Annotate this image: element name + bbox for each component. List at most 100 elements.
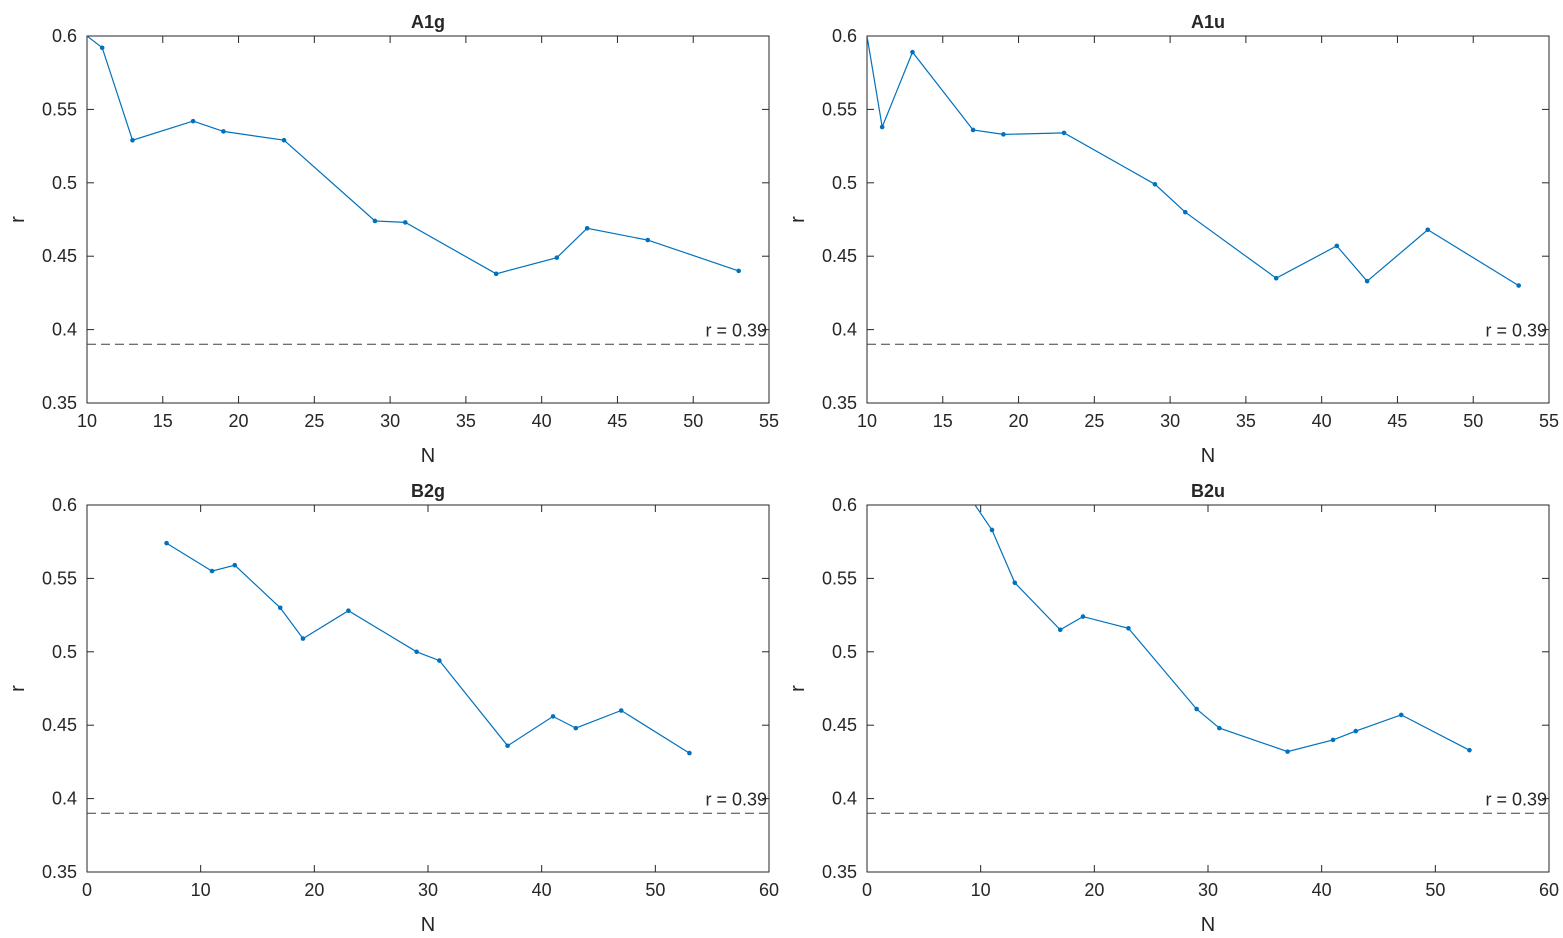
x-tick-label: 15 xyxy=(153,411,173,431)
data-point xyxy=(1364,278,1370,284)
data-point xyxy=(1516,283,1521,288)
y-tick-label: 0.5 xyxy=(52,173,77,193)
x-tick-label: 20 xyxy=(304,880,324,900)
data-point xyxy=(209,568,215,574)
data-point xyxy=(1425,227,1431,233)
x-tick-label: 50 xyxy=(645,880,665,900)
x-tick-label: 50 xyxy=(683,411,703,431)
data-point xyxy=(1398,712,1404,718)
axes-frame xyxy=(866,35,1550,404)
data-point xyxy=(1334,243,1340,249)
data-point xyxy=(281,137,287,143)
data-point xyxy=(1194,706,1199,712)
chart-title: A1u xyxy=(1191,12,1225,32)
x-axis-label: N xyxy=(1201,914,1215,936)
y-axis-ticks: 0.35 0.4 0.45 0.5 0.55 0.6 xyxy=(42,495,769,882)
data-point xyxy=(1217,725,1222,731)
y-tick-label: 0.35 xyxy=(42,393,77,413)
y-tick-label: 0.55 xyxy=(42,568,77,588)
y-tick-label: 0.35 xyxy=(42,862,77,882)
y-tick-label: 0.55 xyxy=(822,99,857,119)
x-tick-label: 30 xyxy=(380,411,400,431)
data-point xyxy=(1330,737,1336,743)
y-tick-label: 0.45 xyxy=(42,715,77,735)
data-point xyxy=(1152,181,1158,187)
chart-title: A1g xyxy=(411,12,445,32)
y-tick-label: 0.45 xyxy=(42,246,77,266)
y-tick-label: 0.6 xyxy=(52,495,77,515)
chart-panel-b2g: 0 10 20 30 40 50 60 0.35 0.4 0.45 0.5 0.55 0.6 B2g Nr r… xyxy=(7,481,779,936)
y-tick-label: 0.55 xyxy=(42,99,77,119)
x-axis-ticks: 0 10 20 30 40 50 60 xyxy=(862,505,1559,900)
series-markers xyxy=(989,527,1472,754)
data-point xyxy=(277,605,283,611)
y-tick-label: 0.6 xyxy=(832,495,857,515)
x-tick-label: 25 xyxy=(1084,411,1104,431)
y-axis-label: r xyxy=(787,685,809,692)
y-axis-ticks: 0.35 0.4 0.45 0.5 0.55 0.6 xyxy=(822,495,1549,882)
data-point xyxy=(164,540,169,546)
x-tick-label: 40 xyxy=(1312,411,1332,431)
axes-frame xyxy=(86,504,770,873)
data-point xyxy=(1057,627,1063,633)
chart-panel-a1g: 10 15 20 25 30 35 40 45 50 550.350.40.450.50.550.… xyxy=(7,12,779,467)
reference-line-label: r = 0.39 xyxy=(1485,789,1547,809)
data-point xyxy=(414,649,419,655)
y-tick-label: 0.4 xyxy=(832,320,857,340)
series-markers xyxy=(879,49,1521,288)
data-point xyxy=(1012,580,1018,586)
y-axis-label: r xyxy=(7,216,29,223)
y-tick-label: 0.35 xyxy=(822,393,857,413)
data-point xyxy=(687,750,692,756)
data-point xyxy=(645,237,651,243)
x-tick-label: 50 xyxy=(1463,411,1483,431)
y-tick-label: 0.6 xyxy=(832,26,857,46)
data-point xyxy=(1126,626,1131,631)
x-axis-ticks: 0 10 20 30 40 50 60 xyxy=(82,505,779,900)
x-tick-label: 45 xyxy=(607,411,627,431)
data-point xyxy=(1467,747,1472,753)
x-tick-label: 40 xyxy=(532,411,552,431)
data-point xyxy=(1182,209,1188,215)
x-tick-label: 20 xyxy=(1084,880,1104,900)
x-axis-label: N xyxy=(421,445,435,467)
series-line xyxy=(867,36,1520,287)
data-point xyxy=(1001,132,1006,137)
x-tick-label: 15 xyxy=(933,411,953,431)
chart-title: B2g xyxy=(411,481,445,501)
data-point xyxy=(130,137,135,143)
data-point xyxy=(910,49,915,55)
chart-title: B2u xyxy=(1191,481,1225,501)
data-point xyxy=(346,608,351,613)
data-point xyxy=(232,562,238,568)
data-point xyxy=(879,124,885,130)
data-point xyxy=(190,118,196,124)
y-tick-label: 0.55 xyxy=(822,568,857,588)
data-point xyxy=(300,636,306,641)
y-axis-ticks: 0.35 0.4 0.45 0.5 0.55 0.6 xyxy=(822,26,1549,413)
data-point xyxy=(1273,275,1279,281)
data-point xyxy=(1285,749,1290,754)
x-tick-label: 45 xyxy=(1387,411,1407,431)
series-markers xyxy=(164,540,692,756)
series-line xyxy=(166,542,690,754)
y-tick-label: 0.45 xyxy=(822,246,857,266)
x-tick-label: 55 xyxy=(1539,411,1559,431)
x-axis-ticks: 10 15 20 25 30 35 40 45 50 55 xyxy=(77,36,779,431)
x-tick-label: 30 xyxy=(1160,411,1180,431)
series-line xyxy=(974,505,1470,753)
y-tick-label: 0.4 xyxy=(52,320,77,340)
axes-frame xyxy=(86,35,770,404)
x-tick-label: 40 xyxy=(1312,880,1332,900)
x-tick-label: 40 xyxy=(532,880,552,900)
series-line xyxy=(87,36,739,275)
x-tick-label: 10 xyxy=(857,411,877,431)
y-axis-label: r xyxy=(7,685,29,692)
x-tick-label: 50 xyxy=(1425,880,1445,900)
x-tick-label: 55 xyxy=(759,411,779,431)
reference-line-label: r = 0.39 xyxy=(1485,320,1547,340)
data-point xyxy=(402,220,408,225)
y-axis-label: r xyxy=(787,216,809,223)
x-tick-label: 10 xyxy=(191,880,211,900)
